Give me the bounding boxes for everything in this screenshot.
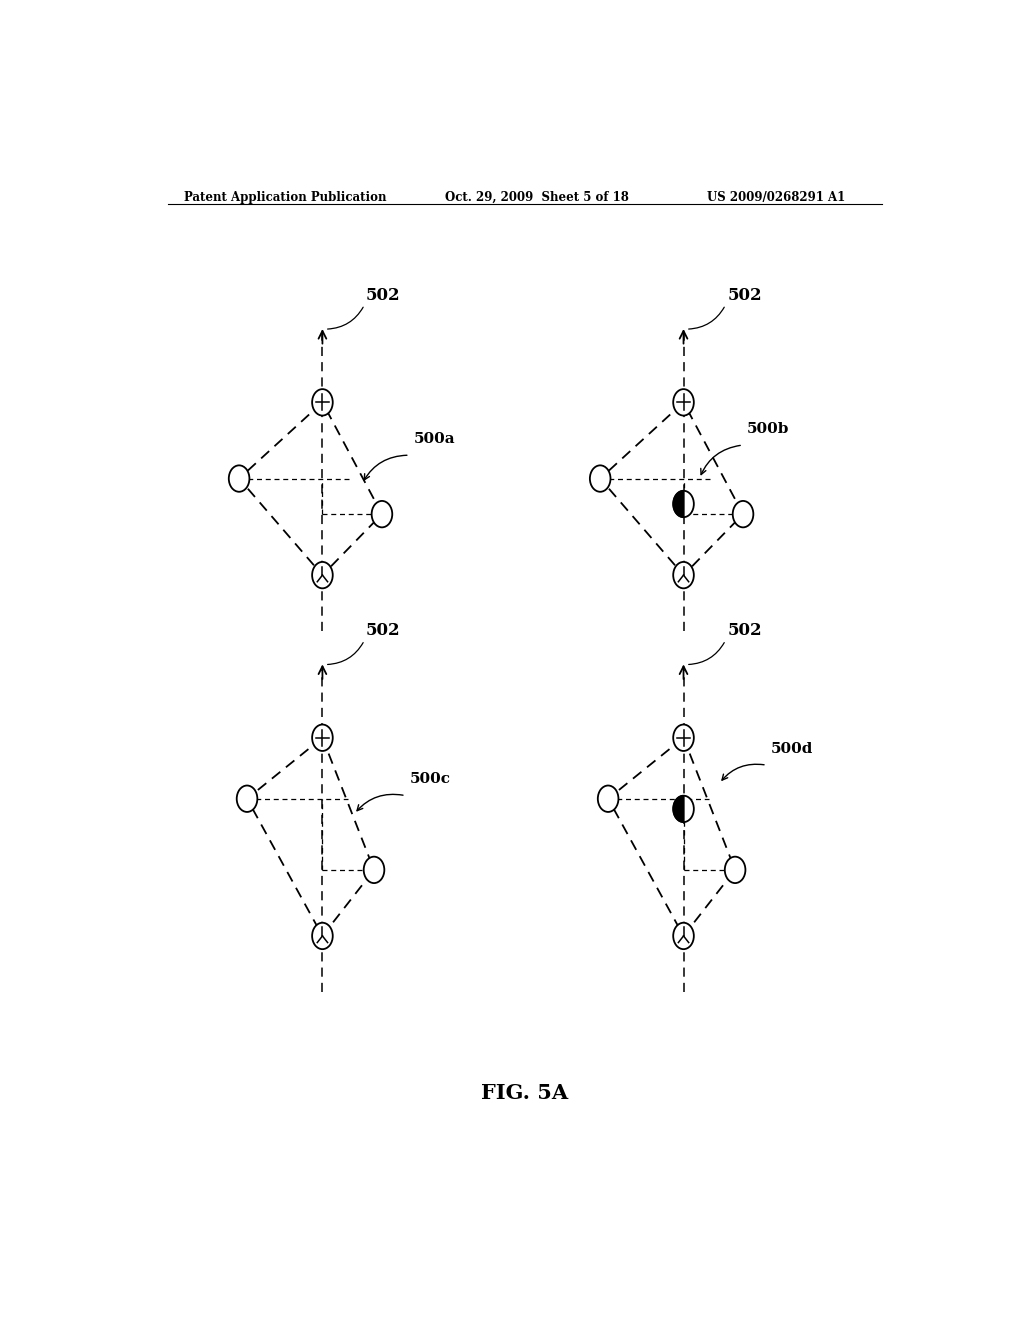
Text: 502: 502: [727, 286, 762, 304]
Text: Oct. 29, 2009  Sheet 5 of 18: Oct. 29, 2009 Sheet 5 of 18: [445, 191, 630, 203]
Text: 502: 502: [727, 622, 762, 639]
Circle shape: [312, 389, 333, 416]
Text: 502: 502: [367, 622, 400, 639]
Circle shape: [733, 500, 754, 528]
Text: Patent Application Publication: Patent Application Publication: [183, 191, 386, 203]
Circle shape: [673, 491, 694, 517]
Text: 500a: 500a: [414, 432, 456, 446]
Circle shape: [372, 500, 392, 528]
Circle shape: [673, 796, 694, 822]
Text: 500b: 500b: [748, 422, 790, 436]
Circle shape: [725, 857, 745, 883]
Polygon shape: [673, 491, 684, 517]
Circle shape: [312, 923, 333, 949]
Circle shape: [673, 923, 694, 949]
Circle shape: [673, 725, 694, 751]
Text: US 2009/0268291 A1: US 2009/0268291 A1: [708, 191, 846, 203]
Polygon shape: [673, 796, 684, 822]
Circle shape: [312, 725, 333, 751]
Circle shape: [598, 785, 618, 812]
Circle shape: [673, 562, 694, 589]
Text: 500c: 500c: [410, 772, 451, 787]
Circle shape: [673, 389, 694, 416]
Circle shape: [364, 857, 384, 883]
Circle shape: [312, 562, 333, 589]
Circle shape: [237, 785, 257, 812]
Circle shape: [590, 466, 610, 492]
Text: FIG. 5A: FIG. 5A: [481, 1082, 568, 1102]
Text: 500d: 500d: [771, 742, 813, 756]
Circle shape: [228, 466, 250, 492]
Text: 502: 502: [367, 286, 400, 304]
